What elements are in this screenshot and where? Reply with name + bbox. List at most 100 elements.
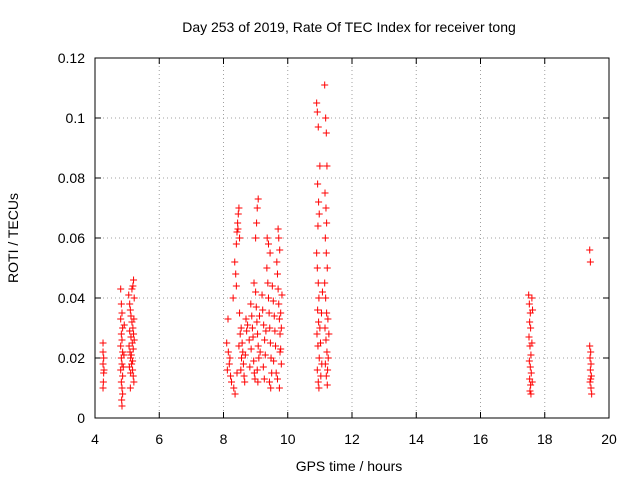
data-point xyxy=(127,369,135,377)
data-point xyxy=(125,291,133,299)
data-point xyxy=(130,276,138,284)
data-point xyxy=(256,348,264,356)
data-point xyxy=(273,375,281,383)
data-point xyxy=(224,348,232,356)
data-point xyxy=(118,360,126,368)
data-point xyxy=(223,366,231,374)
data-point xyxy=(119,324,127,332)
data-point xyxy=(129,345,137,353)
data-point xyxy=(526,318,534,326)
data-point xyxy=(277,345,285,353)
data-point xyxy=(226,354,234,362)
data-point xyxy=(323,381,331,389)
data-points xyxy=(99,81,596,410)
y-tick-label: 0.04 xyxy=(58,290,85,306)
data-point xyxy=(129,357,137,365)
data-point xyxy=(130,294,138,302)
data-point xyxy=(126,300,134,308)
data-point xyxy=(253,366,261,374)
data-point xyxy=(259,363,267,371)
data-point xyxy=(118,309,126,317)
grid-lines xyxy=(95,58,609,418)
data-point xyxy=(265,309,273,317)
data-point xyxy=(235,204,243,212)
data-point xyxy=(259,306,267,314)
data-point xyxy=(119,390,127,398)
data-point xyxy=(275,300,283,308)
data-point xyxy=(322,294,330,302)
data-point xyxy=(117,300,125,308)
data-point xyxy=(322,114,330,122)
data-point xyxy=(586,258,594,266)
data-point xyxy=(262,327,270,335)
data-point xyxy=(274,225,282,233)
data-point xyxy=(588,390,596,398)
data-point xyxy=(118,336,126,344)
data-point xyxy=(260,375,268,383)
data-point xyxy=(313,366,321,374)
data-point xyxy=(238,339,246,347)
data-point xyxy=(264,240,272,248)
data-point xyxy=(315,294,323,302)
data-point xyxy=(314,279,322,287)
data-point xyxy=(250,279,258,287)
data-point xyxy=(254,330,262,338)
data-point xyxy=(127,351,135,359)
data-point xyxy=(276,348,284,356)
data-point xyxy=(261,336,269,344)
data-point xyxy=(128,285,136,293)
x-tick-label: 20 xyxy=(601,431,617,447)
data-point xyxy=(587,384,595,392)
data-point xyxy=(225,360,233,368)
data-point xyxy=(264,294,272,302)
data-point xyxy=(277,309,285,317)
data-point xyxy=(315,384,323,392)
data-point xyxy=(248,312,256,320)
data-point xyxy=(228,378,236,386)
data-point xyxy=(321,81,329,89)
data-point xyxy=(117,285,125,293)
data-point xyxy=(525,333,533,341)
data-point xyxy=(313,330,321,338)
data-point xyxy=(224,315,232,323)
data-point xyxy=(266,249,274,257)
data-point xyxy=(261,351,269,359)
data-point xyxy=(586,354,594,362)
data-point xyxy=(120,321,128,329)
data-point xyxy=(255,312,263,320)
data-point xyxy=(324,315,332,323)
data-point xyxy=(254,378,262,386)
data-point xyxy=(234,219,242,227)
data-point xyxy=(99,339,107,347)
x-tick-label: 6 xyxy=(155,431,163,447)
data-point xyxy=(324,354,332,362)
y-tick-label: 0.08 xyxy=(58,170,85,186)
data-point xyxy=(252,303,260,311)
data-point xyxy=(586,342,594,350)
data-point xyxy=(117,330,125,338)
data-point xyxy=(526,387,534,395)
data-point xyxy=(323,162,331,170)
data-point xyxy=(313,108,321,116)
data-point xyxy=(130,336,138,344)
data-point xyxy=(118,396,126,404)
data-point xyxy=(125,342,133,350)
data-point xyxy=(322,336,330,344)
data-point xyxy=(321,360,329,368)
data-point xyxy=(128,318,136,326)
data-point xyxy=(315,210,323,218)
data-point xyxy=(528,378,536,386)
data-point xyxy=(118,384,126,392)
data-point xyxy=(99,360,107,368)
data-point xyxy=(130,378,138,386)
data-point xyxy=(232,282,240,290)
data-point xyxy=(314,222,322,230)
x-tick-label: 12 xyxy=(344,431,360,447)
data-point xyxy=(325,330,333,338)
data-point xyxy=(243,327,251,335)
data-point xyxy=(275,315,283,323)
data-point xyxy=(120,351,128,359)
data-point xyxy=(529,306,537,314)
data-point xyxy=(272,342,280,350)
data-point xyxy=(231,258,239,266)
